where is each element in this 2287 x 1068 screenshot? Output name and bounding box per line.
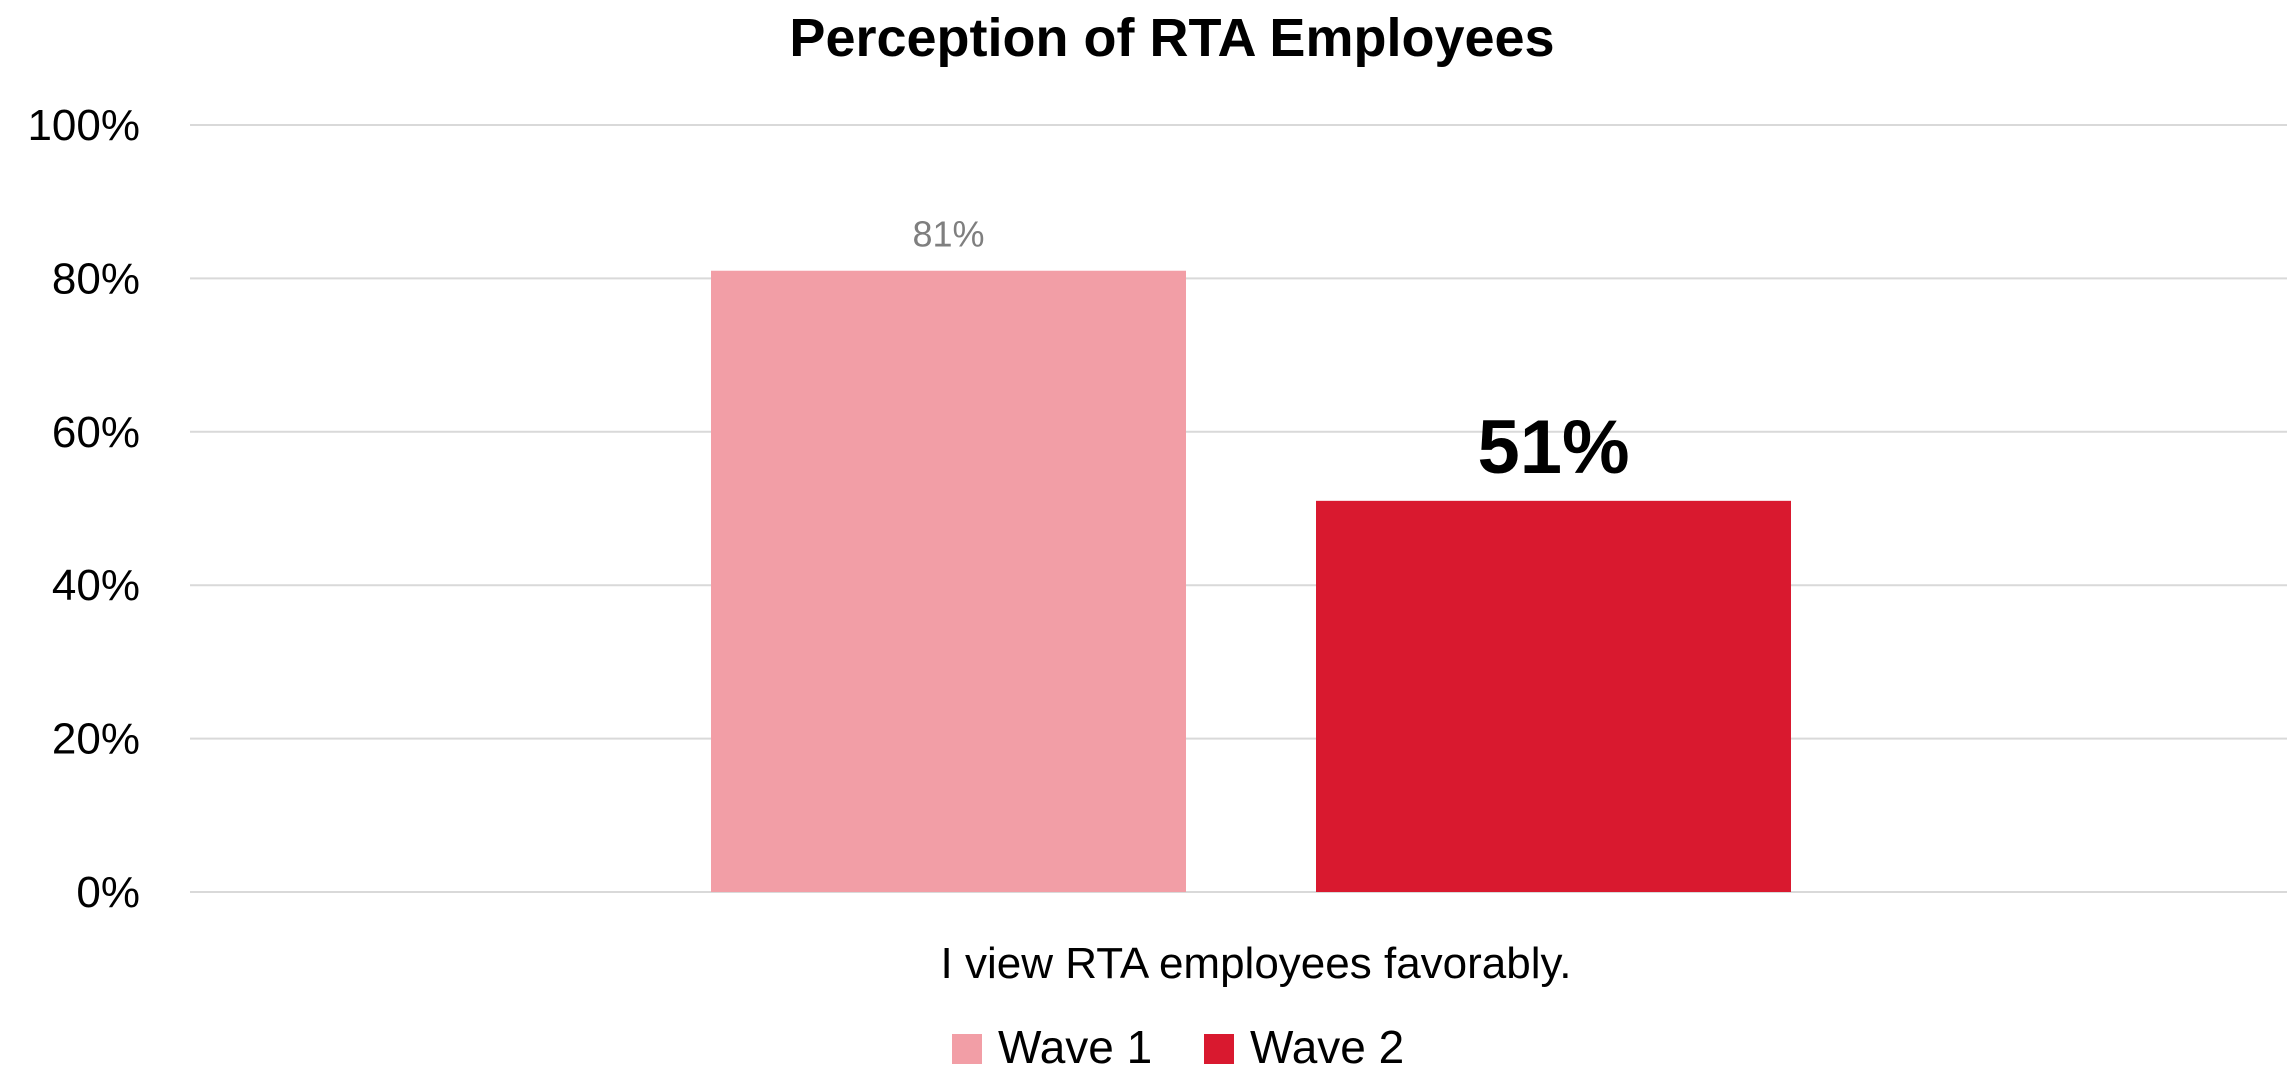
x-category-label: I view RTA employees favorably. <box>941 939 1572 988</box>
legend-label-wave-1: Wave 1 <box>998 1021 1152 1068</box>
y-tick-label: 60% <box>52 408 140 457</box>
y-tick-label: 0% <box>76 868 140 917</box>
chart-title: Perception of RTA Employees <box>789 8 1554 68</box>
x-axis-categories: I view RTA employees favorably. <box>941 939 1572 988</box>
bars <box>711 270 1791 893</box>
y-axis-ticks: 0% 20% 40% 60% 80% 100% <box>27 101 140 917</box>
y-tick-label: 80% <box>52 254 140 303</box>
legend-swatch-wave-1 <box>952 1034 982 1064</box>
data-label-wave-1: 81% <box>912 214 984 255</box>
y-tick-label: 100% <box>27 101 140 150</box>
data-label-wave-2: 51% <box>1477 405 1629 490</box>
gridlines <box>190 124 2287 893</box>
legend-swatch-wave-2 <box>1204 1034 1234 1064</box>
bar-wave-2 <box>1316 500 1791 892</box>
data-labels: 81% 51% <box>912 214 1629 490</box>
y-tick-label: 20% <box>52 715 140 764</box>
bar-wave-1 <box>711 270 1186 893</box>
y-tick-label: 40% <box>52 561 140 610</box>
legend-label-wave-2: Wave 2 <box>1250 1021 1404 1068</box>
legend: Wave 1 Wave 2 <box>952 1021 1404 1068</box>
